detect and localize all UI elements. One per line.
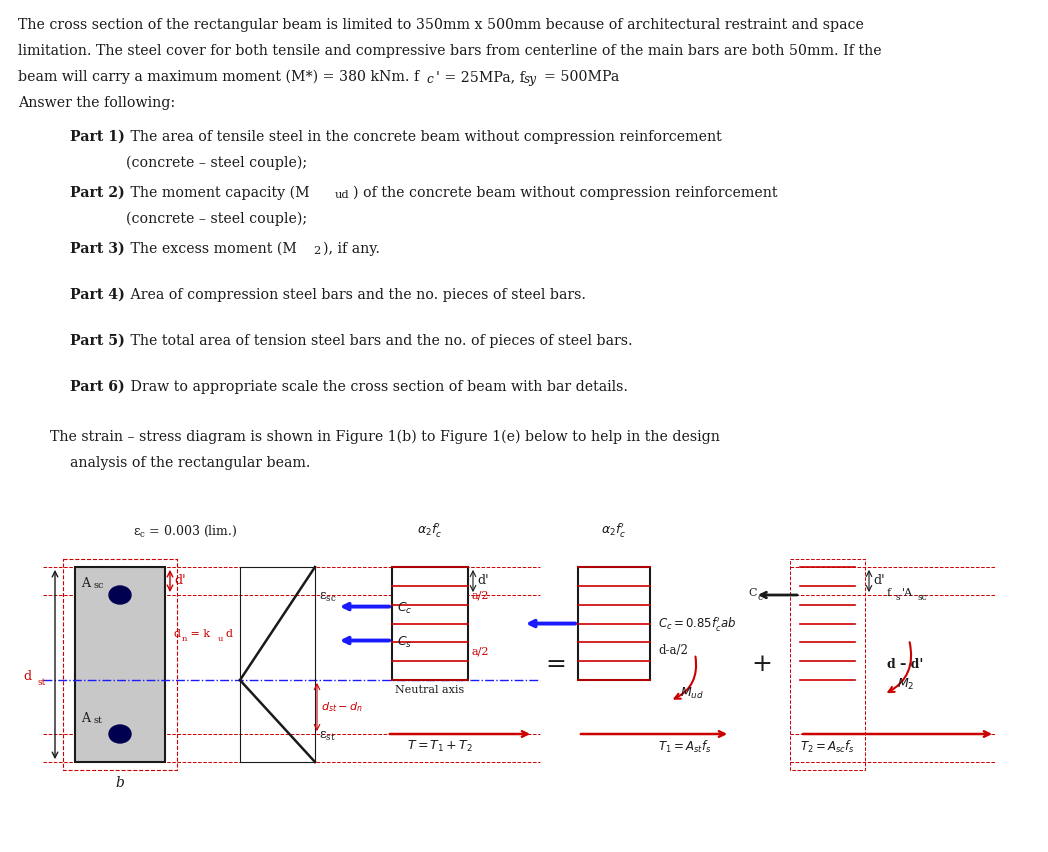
Text: Answer the following:: Answer the following: [18, 96, 175, 110]
Text: b: b [115, 776, 125, 790]
Text: analysis of the rectangular beam.: analysis of the rectangular beam. [70, 456, 310, 470]
Text: sc: sc [917, 592, 926, 602]
Text: d: d [173, 629, 180, 638]
Text: (concrete – steel couple);: (concrete – steel couple); [126, 156, 307, 170]
Text: n: n [182, 635, 188, 642]
Text: d: d [23, 670, 31, 682]
Text: Part 3): Part 3) [70, 242, 125, 256]
Text: c: c [425, 73, 433, 86]
Bar [75, 567, 165, 762]
Text: $T = T_1 + T_2$: $T = T_1 + T_2$ [407, 739, 473, 754]
Text: $\mathregular{\epsilon_c}$ = 0.003 (lim.): $\mathregular{\epsilon_c}$ = 0.003 (lim.… [133, 524, 237, 539]
Text: $\mathregular{\epsilon_{st}}$: $\mathregular{\epsilon_{st}}$ [319, 729, 335, 743]
Text: beam will carry a maximum moment (M*) = 380 kNm. f: beam will carry a maximum moment (M*) = … [18, 70, 419, 84]
Text: st: st [38, 677, 46, 687]
Text: $\mathregular{\epsilon_{sc}}$: $\mathregular{\epsilon_{sc}}$ [319, 590, 336, 603]
Text: Area of compression steel bars and the no. pieces of steel bars.: Area of compression steel bars and the n… [126, 288, 586, 302]
Ellipse shape [109, 725, 131, 743]
Text: C: C [748, 588, 757, 598]
Text: 2: 2 [313, 246, 321, 256]
Text: sc: sc [93, 581, 104, 590]
Text: d: d [225, 629, 232, 638]
Text: Part 1): Part 1) [70, 130, 125, 144]
Text: = k: = k [187, 629, 211, 638]
Text: A: A [81, 712, 90, 725]
Text: 'A: 'A [902, 588, 913, 598]
Text: Part 5): Part 5) [70, 334, 125, 348]
Text: $\alpha_2 f_c'$: $\alpha_2 f_c'$ [602, 521, 627, 539]
Text: Draw to appropriate scale the cross section of beam with bar details.: Draw to appropriate scale the cross sect… [126, 380, 628, 394]
Text: Part 4): Part 4) [70, 288, 125, 302]
Text: $d_{st} - d_n$: $d_{st} - d_n$ [321, 700, 363, 714]
Text: a/2: a/2 [472, 590, 489, 601]
Text: (concrete – steel couple);: (concrete – steel couple); [126, 212, 307, 227]
Text: ud: ud [335, 190, 350, 200]
Text: Neutral axis: Neutral axis [395, 685, 464, 695]
Text: The area of tensile steel in the concrete beam without compression reinforcement: The area of tensile steel in the concret… [126, 130, 722, 144]
Text: d – d': d – d' [887, 658, 923, 671]
Text: ), if any.: ), if any. [323, 242, 380, 256]
Text: The excess moment (M: The excess moment (M [126, 242, 297, 256]
Text: u: u [218, 635, 223, 642]
Text: limitation. The steel cover for both tensile and compressive bars from centerlin: limitation. The steel cover for both ten… [18, 44, 881, 58]
Text: $M_{ud}$: $M_{ud}$ [680, 686, 704, 701]
Text: The moment capacity (M: The moment capacity (M [126, 186, 309, 200]
Bar [392, 567, 468, 680]
Text: A: A [81, 577, 90, 590]
Text: d': d' [477, 574, 488, 588]
Ellipse shape [109, 586, 131, 604]
Text: ' = 25MPa, f: ' = 25MPa, f [436, 70, 525, 84]
Text: d-a/2: d-a/2 [658, 644, 687, 657]
Text: s: s [895, 592, 899, 602]
Text: $T_1{=}A_{st}f_s$: $T_1{=}A_{st}f_s$ [658, 739, 712, 755]
Text: a/2: a/2 [472, 647, 489, 657]
Text: $C_c{=}0.85f_c' ab$: $C_c{=}0.85f_c' ab$ [658, 614, 737, 632]
Text: $C_s$: $C_s$ [397, 635, 412, 650]
Text: = 500MPa: = 500MPa [544, 70, 619, 84]
Text: ) of the concrete beam without compression reinforcement: ) of the concrete beam without compressi… [353, 186, 778, 200]
Bar [578, 567, 650, 680]
Text: $T_2{=}A_{sc}f_s$: $T_2{=}A_{sc}f_s$ [801, 739, 855, 755]
Text: The strain – stress diagram is shown in Figure 1(b) to Figure 1(e) below to help: The strain – stress diagram is shown in … [50, 430, 720, 445]
Text: f: f [887, 588, 891, 598]
Text: The cross section of the rectangular beam is limited to 350mm x 500mm because of: The cross section of the rectangular bea… [18, 18, 864, 32]
Text: $\alpha_2 f_c'$: $\alpha_2 f_c'$ [417, 521, 442, 539]
Text: The total area of tension steel bars and the no. of pieces of steel bars.: The total area of tension steel bars and… [126, 334, 633, 348]
Text: $C_c$: $C_c$ [397, 601, 413, 616]
Text: Part 6): Part 6) [70, 380, 125, 394]
Text: c: c [757, 592, 762, 602]
Text: +: + [751, 653, 772, 676]
Text: st: st [93, 716, 102, 725]
Text: Part 2): Part 2) [70, 186, 125, 200]
Text: d': d' [174, 574, 185, 588]
Text: sy: sy [524, 73, 538, 86]
Text: $M_2$: $M_2$ [897, 677, 915, 692]
Text: =: = [546, 653, 566, 676]
Text: d': d' [873, 574, 885, 588]
